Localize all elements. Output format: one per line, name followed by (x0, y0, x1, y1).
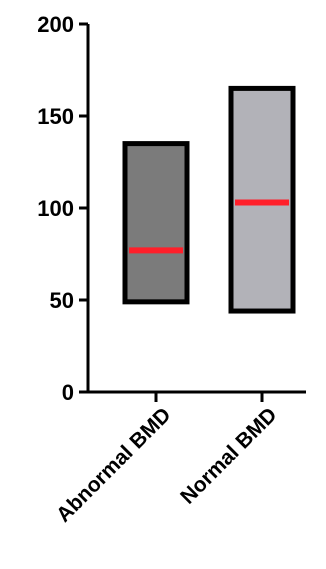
bars-group (122, 85, 296, 314)
x-tick-label: Abnormal BMD (52, 403, 176, 527)
y-tick-label: 150 (37, 104, 74, 129)
x-axis: Abnormal BMD Normal BMD (52, 390, 306, 527)
y-tick-label: 200 (37, 12, 74, 37)
range-bar-abnormal-bmd (122, 141, 190, 305)
y-axis: 0 50 100 150 200 (37, 12, 90, 405)
y-tick-label: 0 (62, 380, 74, 405)
y-tick-label: 100 (37, 196, 74, 221)
x-tick-label: Normal BMD (176, 403, 281, 508)
y-tick-label: 50 (50, 288, 74, 313)
